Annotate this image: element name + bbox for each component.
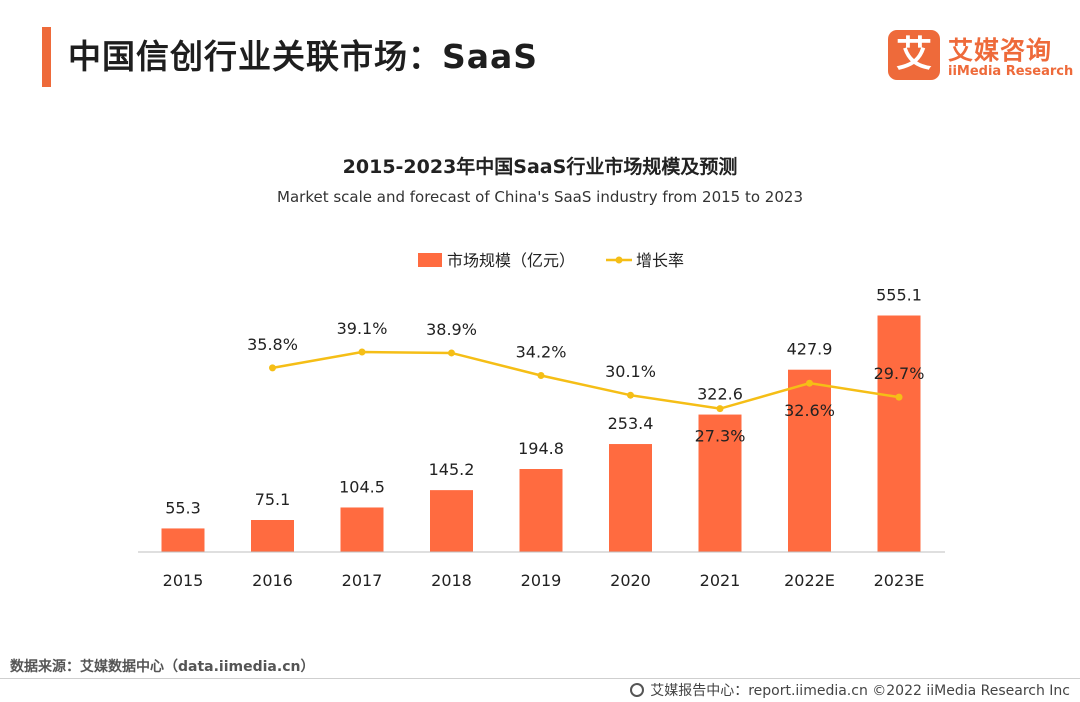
data-source: 数据来源：艾媒数据中心（data.iimedia.cn） bbox=[10, 659, 315, 675]
bar-value-label-2015: 55.3 bbox=[165, 498, 201, 517]
bar-value-label-2017: 104.5 bbox=[339, 477, 385, 496]
growth-label-2016: 35.8% bbox=[247, 335, 298, 354]
page-title: 中国信创行业关联市场：SaaS bbox=[68, 37, 539, 76]
x-tick-label-2016: 2016 bbox=[252, 571, 293, 590]
x-tick-label-2020: 2020 bbox=[610, 571, 651, 590]
bar-value-label-2018: 145.2 bbox=[429, 460, 475, 479]
growth-label-2018: 38.9% bbox=[426, 320, 477, 339]
bar-value-label-2023E: 555.1 bbox=[876, 286, 922, 305]
logo-english-name: iiMedia Research bbox=[948, 64, 1074, 79]
growth-label-2017: 39.1% bbox=[337, 319, 388, 338]
logo-chinese-name: 艾媒咨询 bbox=[948, 36, 1053, 65]
growth-label-2023E: 29.7% bbox=[874, 364, 925, 383]
growth-point-2016 bbox=[269, 364, 276, 372]
title-accent-bar bbox=[42, 27, 51, 87]
bar-2018 bbox=[430, 490, 473, 552]
bar-value-label-2019: 194.8 bbox=[518, 439, 564, 458]
growth-point-2020 bbox=[627, 391, 634, 399]
x-tick-label-2018: 2018 bbox=[431, 571, 472, 590]
logo-badge: 艾 bbox=[888, 30, 940, 80]
legend-marker-line bbox=[615, 256, 623, 264]
growth-point-2021 bbox=[716, 405, 724, 413]
bar-value-label-2016: 75.1 bbox=[255, 490, 291, 509]
bar-2022E bbox=[788, 369, 831, 552]
bar-value-label-2022E: 427.9 bbox=[787, 340, 833, 359]
growth-point-2023E bbox=[895, 393, 903, 401]
iimedia-logo: 艾 艾媒咨询 iiMedia Research bbox=[888, 30, 1078, 86]
bar-2015 bbox=[161, 528, 205, 552]
chart-subtitle: Market scale and forecast of China's Saa… bbox=[277, 188, 803, 206]
footer-divider bbox=[0, 678, 1080, 679]
bar-2021 bbox=[698, 414, 742, 552]
bar-2023E bbox=[877, 315, 921, 552]
growth-point-2017 bbox=[358, 348, 366, 356]
bar-2019 bbox=[519, 469, 563, 552]
legend-label-line: 增长率 bbox=[636, 251, 684, 270]
legend-label-bar: 市场规模（亿元） bbox=[447, 251, 575, 270]
x-tick-label-2022E: 2022E bbox=[784, 571, 835, 590]
growth-label-2021: 27.3% bbox=[695, 427, 746, 446]
growth-label-2022E: 32.6% bbox=[784, 401, 835, 420]
bar-2017 bbox=[340, 507, 384, 552]
growth-point-2022E bbox=[806, 379, 813, 387]
bar-value-label-2020: 253.4 bbox=[608, 414, 654, 433]
growth-label-2019: 34.2% bbox=[516, 343, 567, 362]
growth-point-2018 bbox=[448, 349, 455, 357]
bar-value-label-2021: 322.6 bbox=[697, 385, 743, 404]
growth-rate-line bbox=[272, 350, 900, 410]
footer: 艾媒报告中心：report.iimedia.cn ©2022 iiMedia R… bbox=[630, 680, 1070, 700]
chart-title: 2015-2023年中国SaaS行业市场规模及预测 bbox=[342, 156, 738, 178]
globe-icon bbox=[630, 683, 645, 697]
footer-text: 艾媒报告中心：report.iimedia.cn ©2022 iiMedia R… bbox=[650, 683, 1070, 699]
bar-2020 bbox=[609, 444, 652, 552]
bar-2016 bbox=[251, 520, 294, 552]
x-tick-label-2017: 2017 bbox=[342, 571, 383, 590]
legend-swatch-bar bbox=[418, 253, 442, 267]
x-tick-label-2019: 2019 bbox=[521, 571, 562, 590]
x-tick-label-2021: 2021 bbox=[700, 571, 741, 590]
growth-point-2019 bbox=[537, 372, 545, 380]
x-tick-label-2023E: 2023E bbox=[874, 571, 925, 590]
x-tick-label-2015: 2015 bbox=[163, 571, 204, 590]
growth-label-2020: 30.1% bbox=[605, 362, 656, 381]
